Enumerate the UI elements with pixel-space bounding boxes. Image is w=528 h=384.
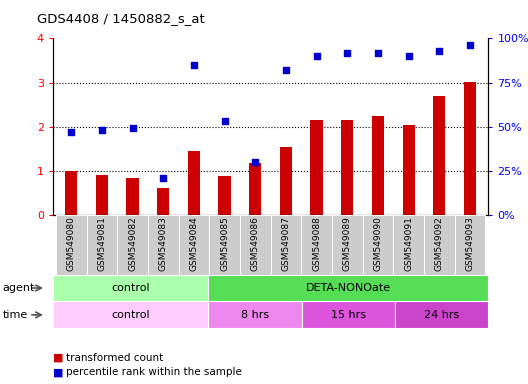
Bar: [271, 215, 301, 275]
Point: [374, 50, 382, 56]
Text: time: time: [3, 310, 28, 320]
Bar: [209, 215, 240, 275]
Text: percentile rank within the sample: percentile rank within the sample: [66, 367, 242, 377]
Bar: [96, 175, 108, 215]
Text: GSM549093: GSM549093: [466, 216, 475, 271]
Text: GSM549091: GSM549091: [404, 216, 413, 271]
Text: ■: ■: [53, 367, 63, 377]
Bar: [402, 124, 415, 215]
Bar: [249, 163, 261, 215]
Bar: [372, 116, 384, 215]
Bar: [341, 120, 353, 215]
Text: control: control: [111, 310, 150, 320]
Text: GSM549082: GSM549082: [128, 216, 137, 271]
Bar: [56, 215, 87, 275]
Bar: [395, 301, 488, 328]
Text: GSM549088: GSM549088: [312, 216, 321, 271]
Point: [128, 126, 137, 132]
Bar: [310, 120, 323, 215]
Bar: [87, 215, 117, 275]
Text: ■: ■: [53, 353, 63, 363]
Bar: [363, 215, 393, 275]
Bar: [148, 215, 178, 275]
Point: [159, 175, 167, 181]
Text: GSM549087: GSM549087: [281, 216, 290, 271]
Point: [343, 50, 352, 56]
Bar: [188, 151, 200, 215]
Text: GSM549080: GSM549080: [67, 216, 76, 271]
Point: [251, 159, 259, 165]
Point: [190, 62, 198, 68]
Text: 8 hrs: 8 hrs: [241, 310, 269, 320]
Text: GSM549089: GSM549089: [343, 216, 352, 271]
Text: 15 hrs: 15 hrs: [331, 310, 366, 320]
Bar: [332, 215, 363, 275]
Point: [67, 129, 76, 135]
Bar: [301, 215, 332, 275]
Text: GSM549081: GSM549081: [97, 216, 106, 271]
Bar: [209, 301, 301, 328]
Bar: [117, 215, 148, 275]
Bar: [157, 188, 169, 215]
Bar: [240, 215, 271, 275]
Text: GSM549085: GSM549085: [220, 216, 229, 271]
Text: GSM549086: GSM549086: [251, 216, 260, 271]
Text: GSM549084: GSM549084: [190, 216, 199, 271]
Point: [435, 48, 444, 54]
Bar: [424, 215, 455, 275]
Bar: [53, 275, 209, 301]
Point: [466, 42, 474, 48]
Text: transformed count: transformed count: [66, 353, 163, 363]
Point: [282, 67, 290, 73]
Text: 24 hrs: 24 hrs: [424, 310, 459, 320]
Text: GSM549083: GSM549083: [159, 216, 168, 271]
Point: [220, 118, 229, 124]
Bar: [178, 215, 209, 275]
Bar: [393, 215, 424, 275]
Bar: [219, 176, 231, 215]
Bar: [464, 82, 476, 215]
Text: GDS4408 / 1450882_s_at: GDS4408 / 1450882_s_at: [37, 12, 205, 25]
Bar: [65, 171, 77, 215]
Point: [404, 53, 413, 59]
Text: DETA-NONOate: DETA-NONOate: [306, 283, 391, 293]
Text: GSM549092: GSM549092: [435, 216, 444, 271]
Bar: [301, 301, 395, 328]
Bar: [126, 177, 139, 215]
Bar: [209, 275, 488, 301]
Text: control: control: [111, 283, 150, 293]
Text: GSM549090: GSM549090: [373, 216, 382, 271]
Bar: [433, 96, 446, 215]
Point: [98, 127, 106, 133]
Bar: [455, 215, 485, 275]
Point: [313, 53, 321, 59]
Bar: [280, 147, 292, 215]
Bar: [53, 301, 209, 328]
Text: agent: agent: [3, 283, 35, 293]
